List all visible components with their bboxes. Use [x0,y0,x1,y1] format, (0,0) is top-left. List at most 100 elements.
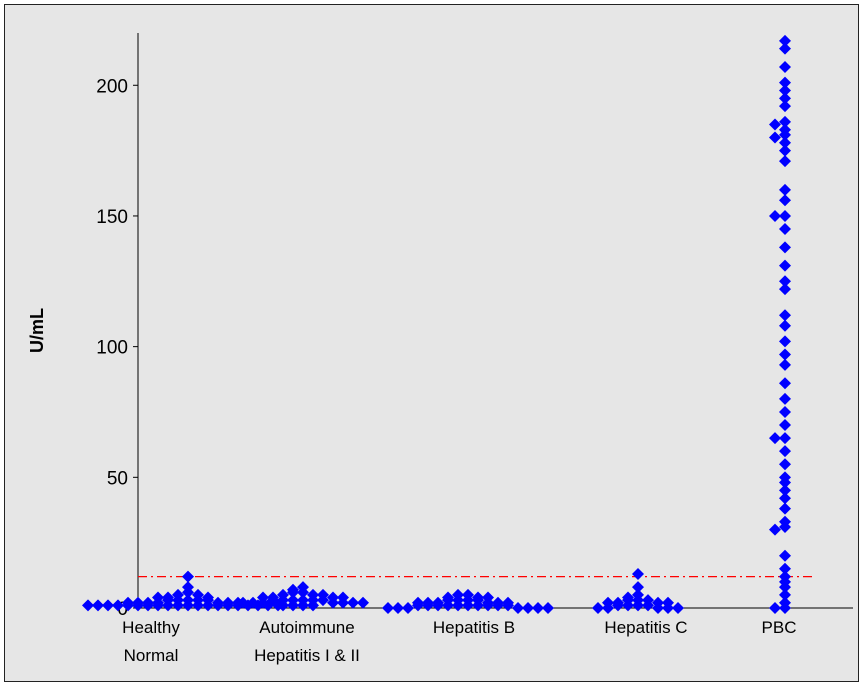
data-point [779,520,791,533]
data-point [182,599,194,612]
data-point [779,581,791,594]
data-point [779,128,791,141]
data-point [202,599,214,612]
data-point [779,377,791,390]
data-point [779,392,791,405]
data-point [779,602,791,614]
data-point [779,432,791,445]
data-point [779,76,791,89]
data-point [82,599,94,612]
y-axis-label: U/mL [27,308,47,353]
data-point [779,209,791,222]
data-point [779,419,791,432]
data-point [779,405,791,418]
data-point [779,502,791,515]
data-point [327,596,339,609]
x-category-label: PBC [762,618,797,637]
data-point [612,599,624,612]
data-point [267,594,279,607]
data-point [152,599,164,612]
data-point [652,602,664,614]
data-point [779,549,791,562]
data-point [779,562,791,575]
data-point [779,484,791,497]
data-point [287,599,299,612]
data-point [357,596,369,609]
data-point [222,599,234,612]
data-point [182,570,194,583]
data-point [602,602,614,614]
data-point [317,594,329,607]
data-point [492,599,504,612]
y-ticks: 0 50 100 150 200 [96,76,138,620]
x-category-label: Normal [124,646,179,665]
data-point [642,599,654,612]
data-point [247,596,259,609]
data-point [769,209,781,222]
data-point [779,155,791,168]
data-point [452,599,464,612]
data-point [297,599,309,612]
scatter-chart: 0 50 100 150 200 Healthy Normal Autoimmune Hepa… [27,33,853,665]
data-point [382,602,394,614]
data-point [402,602,414,614]
x-category-label: Healthy [122,618,180,637]
data-point [632,599,644,612]
data-point [779,194,791,207]
data-point [592,602,604,614]
data-point [337,596,349,609]
data-point [472,599,484,612]
data-point [412,599,424,612]
data-point [779,92,791,105]
data-point [779,445,791,458]
data-point [779,259,791,272]
data-point [779,335,791,348]
data-point [779,100,791,113]
data-point [172,599,184,612]
data-point [462,599,474,612]
data-point [779,34,791,47]
data-point [779,476,791,489]
data-point [779,241,791,254]
data-point [307,599,319,612]
data-point [112,599,124,612]
data-point [277,599,289,612]
data-point [422,599,434,612]
chart-frame: 0 50 100 150 200 Healthy Normal Autoimmune Hepa… [4,4,859,682]
data-point [672,602,684,614]
data-point [779,492,791,505]
data-point [542,602,554,614]
data-point [779,458,791,471]
data-point [532,602,544,614]
data-point [632,581,644,594]
data-point [779,223,791,236]
data-point [779,183,791,196]
data-point [287,586,299,599]
data-point [779,84,791,97]
data-point [779,588,791,601]
data-point [522,602,534,614]
data-point [632,568,644,581]
data-points [82,34,791,614]
data-point [392,602,404,614]
data-point [347,596,359,609]
data-point [662,602,674,614]
data-point [769,523,781,536]
data-point [779,348,791,361]
data-point [237,596,249,609]
axes [137,33,853,609]
data-point [779,275,791,288]
data-point [779,144,791,157]
data-point [779,319,791,332]
y-tick-label: 150 [96,207,128,228]
data-point [432,599,444,612]
data-point [779,136,791,149]
data-point [779,60,791,73]
data-point [482,599,494,612]
x-category-label: Autoimmune [259,618,354,637]
y-tick-label: 200 [96,76,128,97]
data-point [257,596,269,609]
x-category-labels: Healthy Normal Autoimmune Hepatitis I & II H… [122,618,796,665]
x-category-label: Hepatitis C [604,618,687,637]
data-point [769,118,781,131]
